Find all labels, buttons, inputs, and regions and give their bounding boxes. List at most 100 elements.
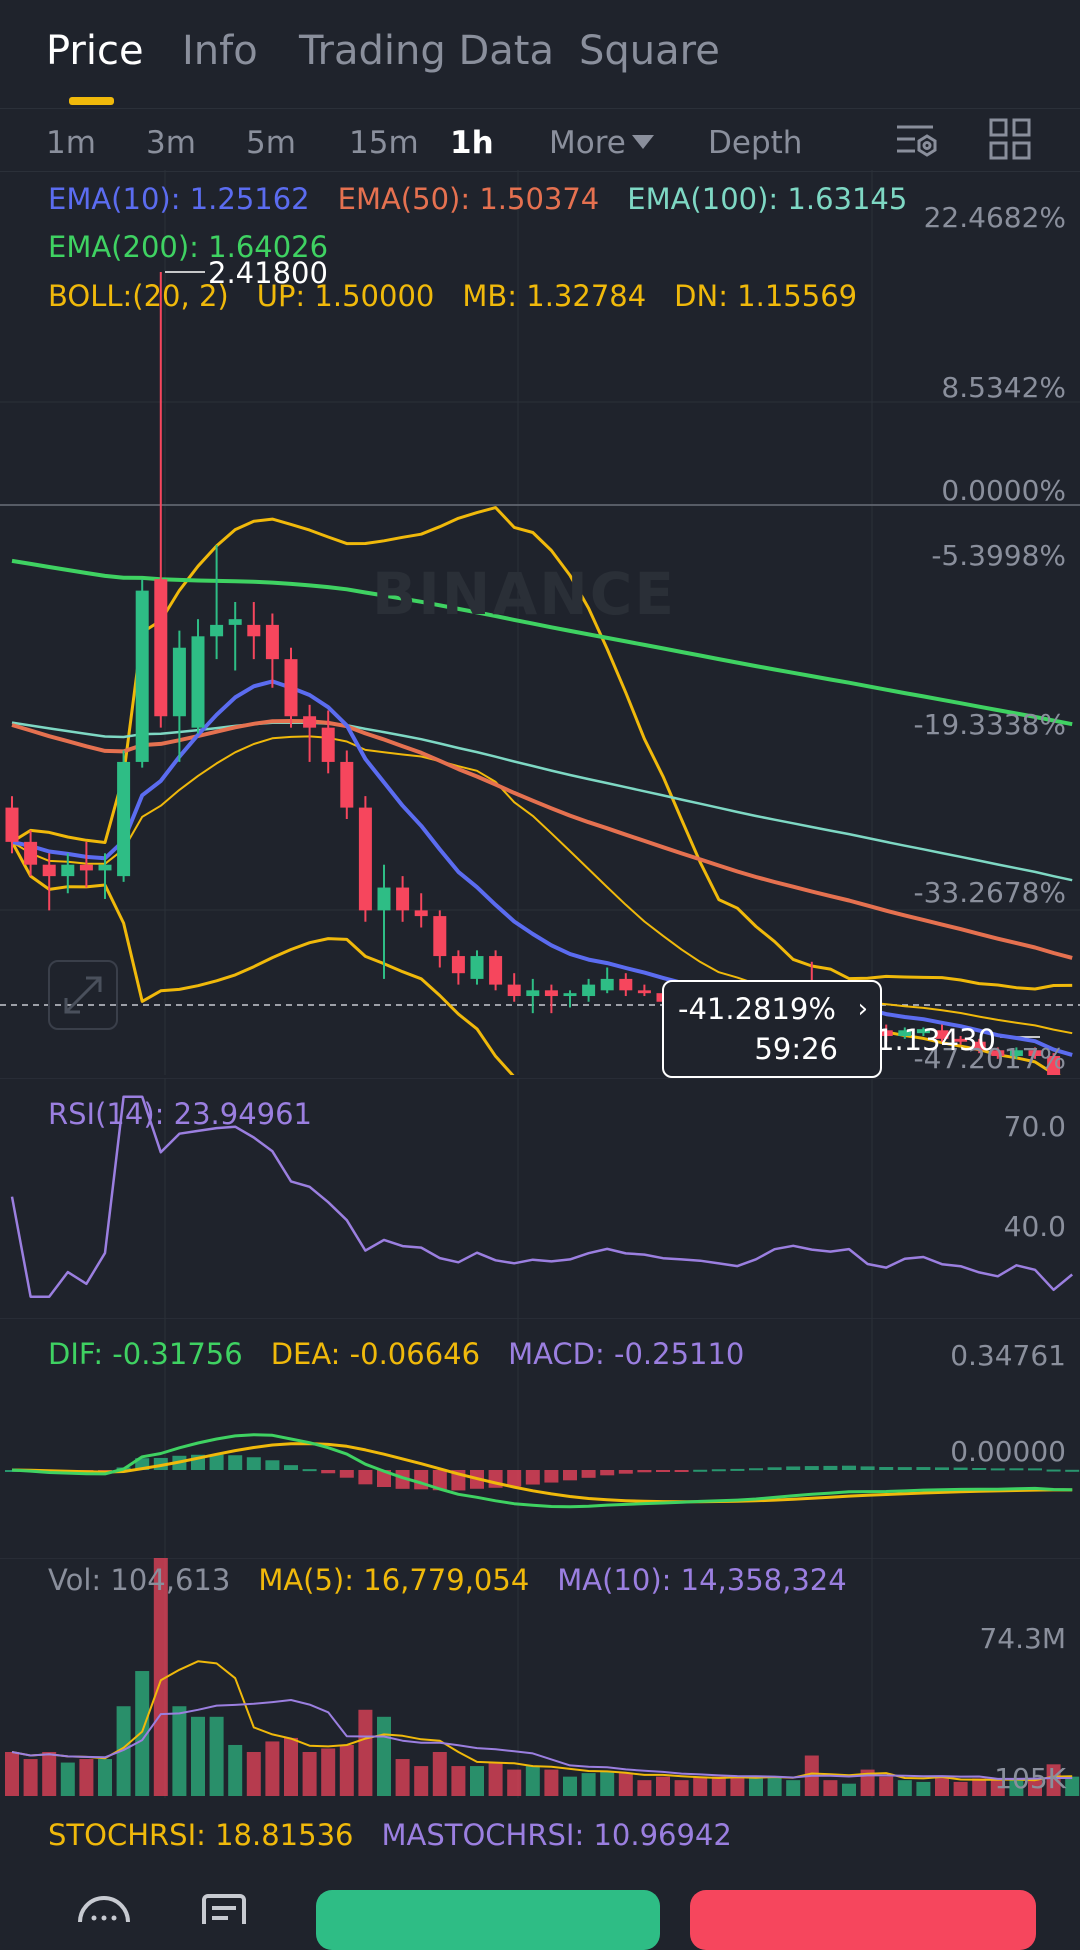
expand-button[interactable]: [48, 960, 118, 1030]
macd-histogram-bar: [339, 1470, 354, 1478]
volume-bar: [972, 1778, 987, 1796]
boll-legend: BOLL:(20, 2) UP: 1.50000 MB: 1.32784 DN: 1.…: [48, 279, 885, 313]
macd-histogram-bar: [600, 1470, 615, 1476]
price-change-tag[interactable]: -41.2819% › 59:26: [662, 980, 882, 1078]
candle-body: [396, 887, 410, 911]
macd-histogram-bar: [972, 1467, 987, 1470]
volume-bar: [990, 1780, 1005, 1796]
volume-bar: [563, 1776, 577, 1796]
pct-scale-label: 22.4682%: [923, 201, 1066, 234]
candle-body: [916, 1029, 930, 1034]
volume-bar: [730, 1776, 745, 1796]
candle-body: [42, 864, 56, 877]
tab-price[interactable]: Price: [46, 28, 144, 74]
pct-scale-label: -5.3998%: [931, 539, 1066, 572]
candle-body: [1028, 1050, 1042, 1056]
more-dropdown[interactable]: More: [549, 126, 654, 160]
candle-body: [954, 1038, 968, 1042]
volume-bar: [321, 1748, 336, 1796]
top-tab-bar: Price Info Trading Data Square: [0, 0, 1080, 108]
macd-histogram-bar: [693, 1469, 708, 1472]
volume-bar: [60, 1762, 75, 1796]
tab-square[interactable]: Square: [579, 28, 720, 74]
volume-bar: [228, 1744, 243, 1796]
rsi-legend: RSI(14): 23.94961: [48, 1097, 313, 1131]
chat-icon[interactable]: [76, 1894, 132, 1924]
volume-bar: [377, 1716, 391, 1796]
volume-bar: [153, 1558, 168, 1796]
volume-bar: [935, 1776, 949, 1796]
macd-histogram-bar: [842, 1465, 856, 1470]
volume-bar: [135, 1671, 150, 1796]
volume-bar: [42, 1752, 57, 1796]
volume-bar: [581, 1773, 596, 1796]
candle-body: [284, 659, 298, 717]
boll-up-value: UP: 1.50000: [256, 279, 435, 313]
macd-legend: DIF: -0.31756 DEA: -0.06646 MACD: -0.25110: [48, 1337, 772, 1371]
macd-histogram-bar: [135, 1458, 150, 1470]
macd-histogram-bar: [804, 1466, 819, 1470]
interval-5m[interactable]: 5m: [246, 125, 296, 161]
volume-chart: [0, 1558, 1080, 1798]
macd-histogram-bar: [228, 1455, 243, 1470]
volume-bar: [339, 1744, 354, 1796]
candle-body: [507, 984, 521, 997]
volume-bar: [507, 1769, 522, 1796]
indicator-settings-icon[interactable]: [893, 119, 941, 163]
candle-body: [5, 807, 19, 842]
volume-bar: [265, 1741, 280, 1796]
volume-bar: [79, 1759, 94, 1796]
tab-info[interactable]: Info: [182, 28, 258, 74]
macd-histogram-bar: [897, 1467, 912, 1470]
macd-histogram-bar: [563, 1470, 577, 1481]
volume-bar: [823, 1780, 838, 1796]
macd-histogram-bar: [507, 1470, 522, 1487]
macd-dea-value: DEA: -0.06646: [270, 1337, 481, 1371]
orders-icon[interactable]: [200, 1894, 248, 1924]
chevron-right-icon: ›: [857, 994, 868, 1024]
candle-body: [172, 647, 186, 717]
candle-body: [24, 841, 38, 865]
macd-histogram-bar: [637, 1470, 652, 1473]
volume-bar: [786, 1780, 801, 1796]
macd-histogram-bar: [730, 1468, 745, 1471]
interval-1m[interactable]: 1m: [46, 125, 96, 161]
candle-body: [191, 636, 205, 728]
boll-params: BOLL:(20, 2): [48, 279, 229, 313]
sell-button[interactable]: [690, 1890, 1036, 1950]
price-chart[interactable]: [0, 170, 1080, 1075]
volume-ma5-value: MA(5): 16,779,054: [258, 1563, 530, 1597]
active-tab-indicator: [69, 97, 114, 105]
volume-bar: [116, 1706, 131, 1796]
interval-15m[interactable]: 15m: [349, 125, 419, 161]
volume-bar: [414, 1766, 429, 1796]
grid-layout-icon[interactable]: [988, 117, 1032, 161]
pct-scale-label: -33.2678%: [913, 876, 1067, 909]
macd-histogram-bar: [432, 1470, 447, 1491]
volume-level-label: 105K: [994, 1762, 1066, 1795]
volume-bar: [98, 1759, 112, 1796]
candle-body: [433, 916, 447, 957]
volume-level-label: 74.3M: [979, 1622, 1066, 1655]
macd-dif-line: [11, 1433, 1073, 1509]
depth-tab[interactable]: Depth: [708, 125, 803, 161]
candle-body: [414, 910, 428, 917]
interval-3m[interactable]: 3m: [146, 125, 196, 161]
volume-bar: [767, 1776, 782, 1796]
candle-body: [303, 716, 317, 728]
interval-1h[interactable]: 1h: [450, 125, 494, 161]
volume-bar: [209, 1716, 224, 1796]
volume-bar: [23, 1759, 38, 1796]
candle-body: [879, 1030, 893, 1037]
last-price-marker: 1.13430: [876, 1023, 996, 1057]
buy-button[interactable]: [316, 1890, 660, 1950]
macd-histogram-bar: [1009, 1468, 1024, 1471]
tab-trading-data[interactable]: Trading Data: [299, 28, 554, 74]
boll-lower-line: [10, 841, 1062, 1075]
macd-histogram-bar: [1028, 1468, 1042, 1471]
macd-histogram-bar: [767, 1467, 782, 1470]
candle-body: [210, 624, 224, 637]
pct-scale-label: -47.2017%: [913, 1042, 1067, 1075]
volume-bar: [1009, 1780, 1024, 1796]
volume-bar: [637, 1780, 652, 1796]
